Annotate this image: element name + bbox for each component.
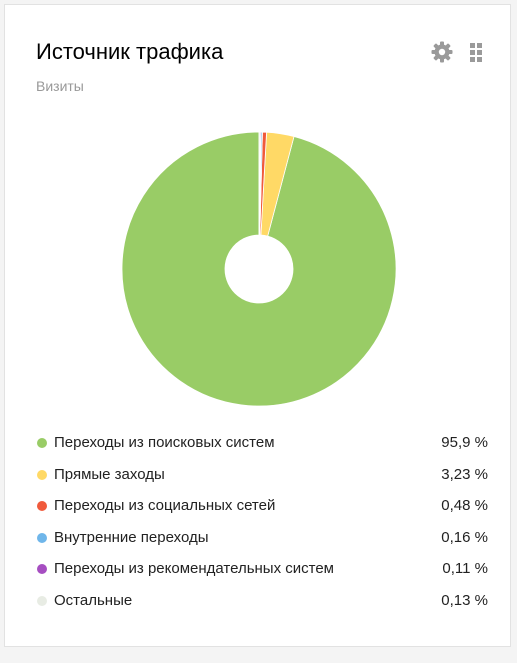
legend-label: Переходы из поисковых систем — [54, 434, 275, 451]
legend-dot — [37, 532, 47, 543]
gear-icon[interactable] — [431, 41, 453, 63]
legend-value: 95,9 % — [441, 434, 488, 451]
chart-legend: Переходы из поисковых систем 95,9 % Прямые… — [36, 433, 488, 623]
legend-value: 0,48 % — [441, 497, 488, 515]
legend-value: 0,13 % — [441, 591, 488, 609]
legend-dot — [37, 501, 47, 512]
legend-label: Переходы из рекомендательных систем — [54, 560, 334, 578]
legend-label: Переходы из социальных сетей — [54, 497, 276, 515]
legend-label: Прямые заходы — [54, 465, 165, 483]
traffic-source-widget: Источник трафика Визиты — [4, 4, 511, 647]
legend-item[interactable]: Внутренние переходы 0,16 % — [36, 528, 488, 560]
legend-value: 0,11 % — [442, 560, 488, 578]
legend-dot — [37, 595, 47, 606]
legend-item[interactable]: Переходы из рекомендательных систем 0,11 … — [36, 559, 488, 591]
legend-dot — [37, 564, 47, 575]
legend-dot — [37, 469, 47, 480]
pie-slice-6[interactable] — [258, 131, 261, 236]
grip-icon[interactable] — [465, 41, 487, 63]
pie-slice-1[interactable] — [121, 131, 397, 407]
legend-item[interactable]: Переходы из поисковых систем 95,9 % — [36, 433, 488, 465]
legend-dot — [37, 438, 47, 448]
legend-value: 3,23 % — [441, 465, 488, 483]
donut-chart — [121, 131, 397, 407]
legend-value: 0,16 % — [441, 528, 488, 546]
legend-label: Внутренние переходы — [54, 528, 209, 546]
widget-title: Источник трафика — [36, 39, 224, 64]
widget-subtitle: Визиты — [36, 78, 84, 94]
legend-label: Остальные — [54, 591, 133, 609]
legend-item[interactable]: Переходы из социальных сетей 0,48 % — [36, 496, 488, 528]
legend-item[interactable]: Остальные 0,13 % — [36, 591, 488, 623]
legend-item[interactable]: Прямые заходы 3,23 % — [36, 465, 488, 497]
